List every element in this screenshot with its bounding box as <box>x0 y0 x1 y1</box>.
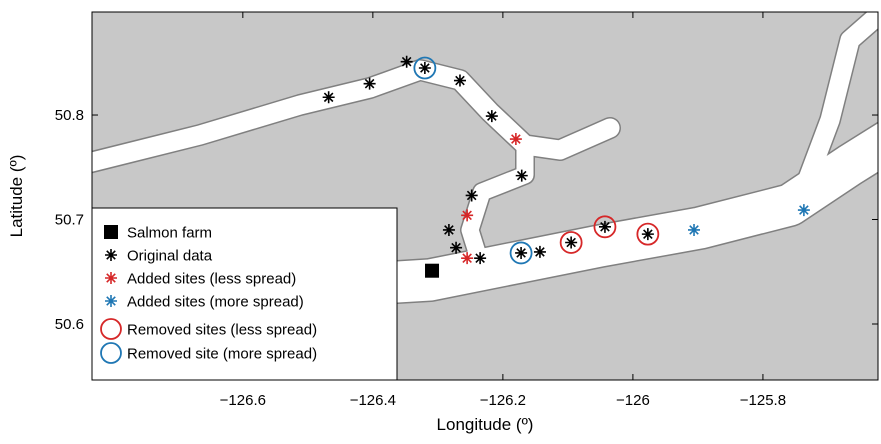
legend-marker <box>105 249 117 261</box>
y-tick-label: 50.7 <box>55 212 84 229</box>
legend-label: Added sites (less spread) <box>127 271 296 288</box>
site-marker <box>485 110 498 123</box>
removed-site-marker <box>593 215 617 239</box>
site-marker <box>450 241 463 254</box>
legend-label: Salmon farm <box>127 225 212 242</box>
removed-site-marker <box>636 222 660 246</box>
site-marker <box>565 236 578 249</box>
x-tick-label: −126 <box>616 392 650 409</box>
legend-marker <box>100 318 122 340</box>
y-tick-label: 50.8 <box>55 107 84 124</box>
site-marker <box>641 228 654 241</box>
legend-label: Removed sites (less spread) <box>127 322 317 339</box>
site-marker <box>400 55 413 68</box>
x-tick-label: −125.8 <box>740 392 786 409</box>
site-marker <box>533 245 546 258</box>
data-points <box>322 55 810 278</box>
site-marker <box>453 74 466 87</box>
site-marker <box>363 77 376 90</box>
legend-marker <box>105 295 117 307</box>
legend-label: Removed site (more spread) <box>127 346 317 363</box>
site-marker <box>515 169 528 182</box>
site-marker <box>474 252 487 265</box>
x-axis-label: Longitude (º) <box>437 415 534 434</box>
legend-label: Original data <box>127 248 213 265</box>
site-marker <box>509 133 522 146</box>
x-tick-label: −126.4 <box>350 392 396 409</box>
plot-frame <box>91 11 879 381</box>
site-marker <box>461 209 474 222</box>
y-tick-label: 50.6 <box>55 316 84 333</box>
site-marker <box>322 91 335 104</box>
removed-site-marker <box>559 231 583 254</box>
site-marker <box>425 263 440 278</box>
site-marker <box>461 252 474 265</box>
legend-marker <box>104 225 118 239</box>
site-marker <box>598 220 611 233</box>
site-marker <box>465 189 478 202</box>
site-marker <box>442 223 455 236</box>
site-marker <box>797 204 810 217</box>
removed-site-marker <box>509 241 533 265</box>
site-marker <box>688 223 701 236</box>
x-tick-label: −126.2 <box>480 392 526 409</box>
x-tick-label: −126.6 <box>220 392 266 409</box>
y-axis-label: Latitude (º) <box>7 155 26 238</box>
removed-site-marker <box>413 56 437 80</box>
legend-label: Added sites (more spread) <box>127 294 304 311</box>
site-marker <box>515 246 528 259</box>
legend-marker <box>105 272 117 284</box>
legend-box <box>91 207 398 381</box>
legend-marker <box>100 342 122 364</box>
site-marker <box>418 62 431 75</box>
